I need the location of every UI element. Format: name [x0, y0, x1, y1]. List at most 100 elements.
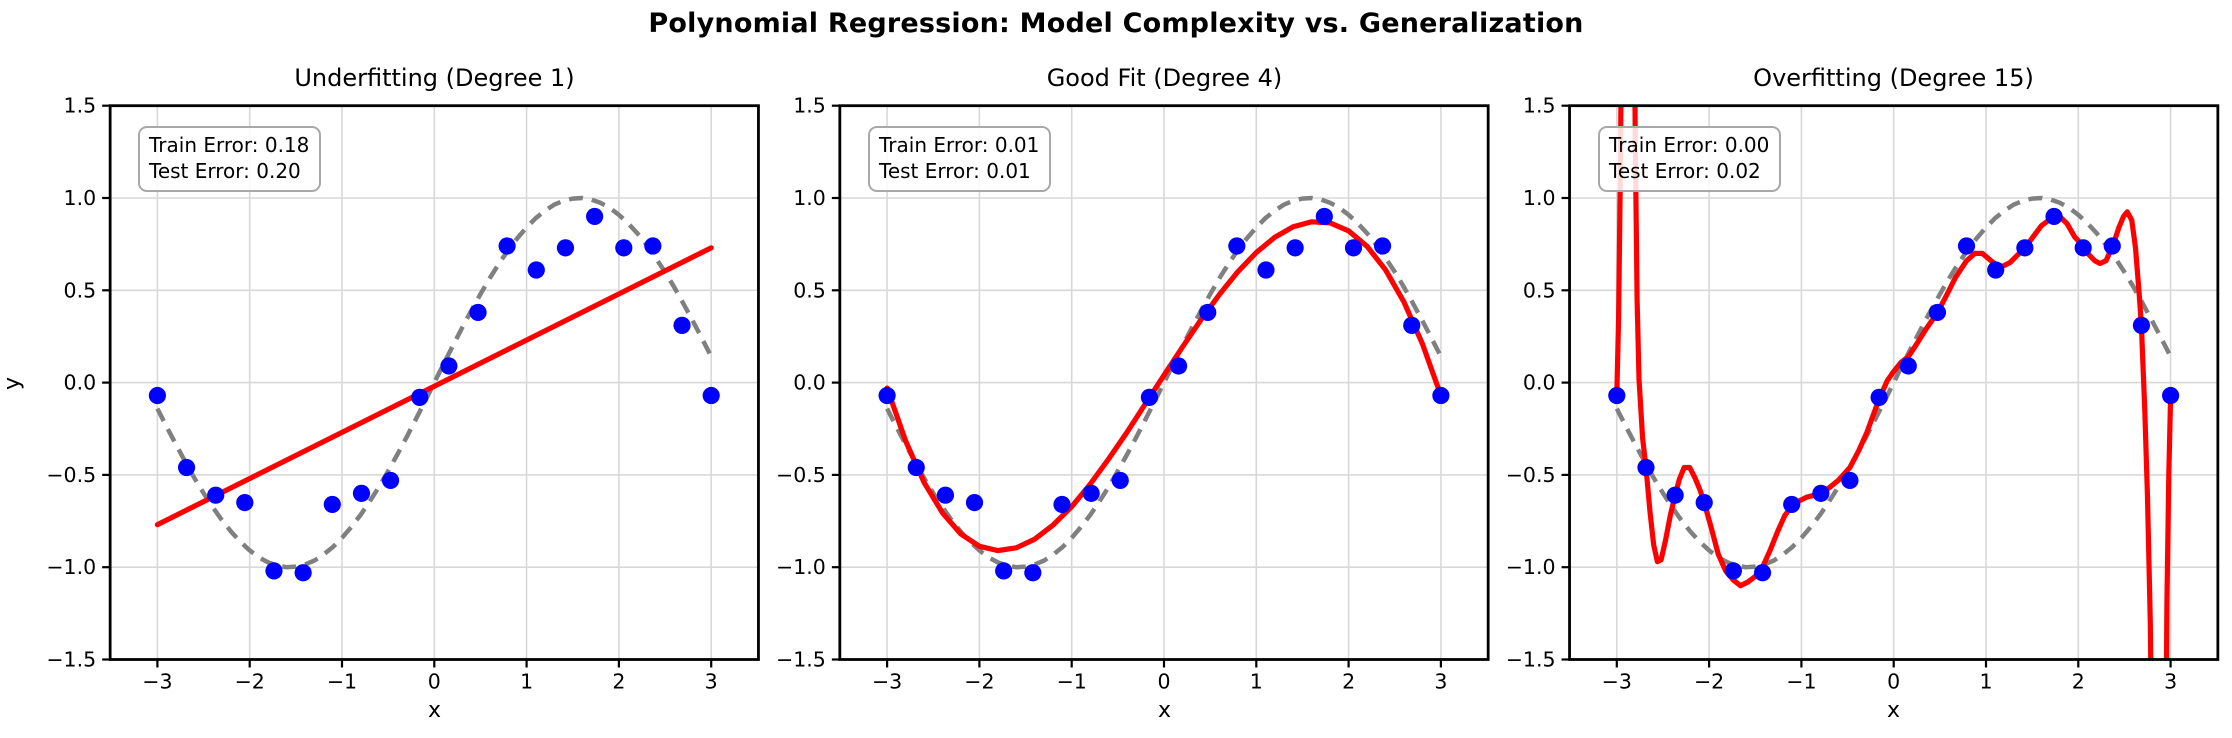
scatter-point	[411, 388, 429, 406]
x-tick-label: 2	[612, 670, 625, 694]
x-tick-label: 0	[1887, 670, 1900, 694]
subplot-title-underfitting: Underfitting (Degree 1)	[294, 64, 575, 92]
scatter-point	[352, 484, 371, 502]
scatter-point	[936, 486, 955, 504]
y-tick-label: 1.0	[1523, 186, 1556, 210]
x-tick-label: 3	[1434, 670, 1447, 694]
scatter-point	[498, 237, 516, 255]
scatter-point	[469, 303, 487, 322]
y-tick-label: 0.0	[793, 371, 826, 395]
scatter-point	[1753, 564, 1772, 582]
true-function-curve	[1614, 195, 2173, 570]
scatter-point	[1608, 386, 1626, 405]
y-tick-label: 0.0	[1523, 371, 1556, 395]
model-fit-curve	[884, 219, 1444, 554]
scatter-point	[2045, 207, 2063, 226]
scatter-point	[1111, 471, 1129, 490]
y-tick-label: −0.5	[46, 463, 96, 487]
x-tick-label: −3	[1602, 670, 1632, 694]
x-axis-label: x	[427, 698, 442, 723]
scatter-point	[878, 386, 896, 405]
scatter-point	[1286, 239, 1304, 257]
x-tick-label: 0	[1157, 670, 1170, 694]
scatter-point	[1432, 386, 1450, 405]
scatter-point	[527, 261, 545, 279]
scatter-point	[2016, 239, 2034, 257]
y-tick-label: 1.0	[64, 186, 97, 210]
scatter-point	[1344, 239, 1363, 257]
train-error-text: Train Error: 0.18	[149, 133, 310, 157]
scatter-point	[1403, 316, 1421, 334]
x-tick-label: 0	[428, 670, 441, 694]
model-fit-curve	[154, 245, 714, 528]
scatter-point	[1082, 484, 1100, 502]
y-tick-label: −0.5	[1506, 463, 1556, 487]
scatter-point	[1373, 237, 1392, 255]
x-tick-label: −1	[1057, 670, 1087, 694]
error-annotation-goodfit: Train Error: 0.01 Test Error: 0.01	[868, 126, 1052, 192]
y-tick-label: 1.5	[1523, 94, 1556, 118]
scatter-point	[673, 316, 691, 334]
x-axis-label: x	[1157, 698, 1172, 723]
subplot-title-overfitting: Overfitting (Degree 15)	[1753, 64, 2034, 92]
scatter-point	[615, 239, 633, 257]
scatter-point	[1053, 495, 1071, 514]
scatter-point	[2074, 239, 2092, 257]
x-tick-label: 2	[1342, 670, 1355, 694]
scatter-point	[207, 486, 225, 504]
train-error-text: Train Error: 0.01	[879, 133, 1040, 157]
scatter-point	[1928, 303, 1947, 322]
scatter-point	[148, 386, 166, 405]
x-tick-label: −2	[964, 670, 994, 694]
scatter-point	[1812, 484, 1830, 502]
scatter-point	[1315, 207, 1333, 226]
y-tick-label: 0.0	[64, 371, 97, 395]
y-tick-label: −1.0	[1506, 555, 1556, 579]
test-error-text: Test Error: 0.20	[149, 159, 301, 183]
scatter-point	[1695, 493, 1713, 512]
scatter-point	[644, 237, 662, 255]
y-tick-label: 1.5	[793, 94, 826, 118]
scatter-point	[1841, 471, 1859, 490]
scatter-point	[1257, 261, 1275, 279]
true-function-curve	[155, 195, 714, 570]
scatter-point	[1228, 237, 1246, 255]
scatter-point	[1957, 237, 1976, 255]
scatter-point	[381, 471, 400, 490]
x-tick-label: −1	[327, 670, 357, 694]
scatter-point	[177, 458, 196, 477]
train-error-text: Train Error: 0.00	[1609, 133, 1770, 157]
x-tick-label: −2	[235, 670, 265, 694]
scatter-point	[2132, 316, 2151, 334]
scatter-point	[323, 495, 341, 514]
scatter-point	[995, 562, 1013, 580]
x-tick-label: −3	[142, 670, 172, 694]
scatter-point	[1724, 562, 1742, 580]
scatter-point	[1666, 486, 1684, 504]
scatter-point	[907, 458, 925, 477]
scatter-point	[265, 562, 283, 580]
y-tick-label: 1.5	[64, 94, 97, 118]
x-tick-label: 1	[1250, 670, 1263, 694]
figure-suptitle: Polynomial Regression: Model Complexity …	[648, 8, 1584, 39]
y-tick-label: −1.5	[776, 648, 826, 672]
scatter-point	[1140, 388, 1159, 406]
scatter-point	[440, 357, 458, 375]
scatter-point	[1637, 458, 1655, 477]
scatter-point	[1899, 357, 1917, 375]
scatter-point	[1169, 357, 1188, 375]
scatter-point	[556, 239, 575, 257]
y-tick-label: −1.5	[1506, 648, 1556, 672]
x-axis-label: x	[1886, 698, 1901, 723]
x-tick-label: 1	[1979, 670, 1992, 694]
x-tick-label: −3	[872, 670, 902, 694]
scatter-point	[294, 564, 312, 582]
scatter-point	[1199, 303, 1217, 322]
error-annotation-underfitting: Train Error: 0.18 Test Error: 0.20	[138, 126, 322, 192]
scatter-point	[1783, 495, 1801, 514]
y-tick-label: −1.5	[46, 648, 96, 672]
y-axis-label: y	[0, 376, 26, 391]
true-function-curve	[885, 195, 1443, 570]
